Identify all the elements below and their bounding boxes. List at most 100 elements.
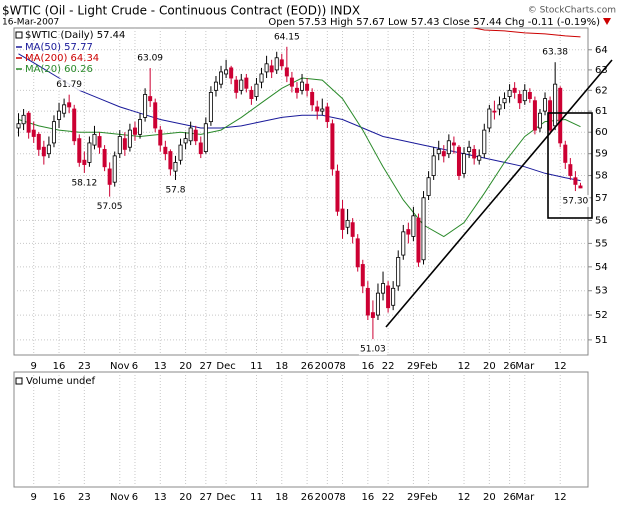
candle-body xyxy=(244,77,249,89)
candle-body xyxy=(132,127,137,135)
legend-label: $WTIC (Daily) 57.44 xyxy=(25,30,125,41)
x-tick-label: 12 xyxy=(458,492,471,503)
candle-body xyxy=(482,129,487,155)
volume-frame xyxy=(13,371,589,488)
annotation-box xyxy=(161,183,190,196)
candle-body xyxy=(107,168,112,185)
candle-body xyxy=(386,285,391,309)
x-tick-label: Dec xyxy=(216,361,235,372)
x-tick-label: 18 xyxy=(275,492,288,503)
annotation-label: 63.38 xyxy=(542,48,568,58)
y-tick-label: 62 xyxy=(595,85,608,96)
candle-body xyxy=(487,108,492,129)
candle-body xyxy=(112,155,117,183)
trend-line xyxy=(385,59,613,328)
candle-body xyxy=(122,138,127,150)
candle-body xyxy=(264,63,269,73)
candle-body xyxy=(563,144,568,163)
candle-body xyxy=(77,138,82,163)
candle-body xyxy=(239,79,244,91)
candle-body xyxy=(406,229,411,235)
candle-body xyxy=(158,129,163,146)
candle-body xyxy=(507,89,512,97)
volume-title: Volume undef xyxy=(26,376,96,387)
candle-body xyxy=(234,79,239,93)
annotation-label: 51.03 xyxy=(360,345,386,355)
candle-body xyxy=(330,123,335,170)
candle-body xyxy=(72,108,77,142)
candle-body xyxy=(168,151,173,170)
candle-body xyxy=(300,81,305,91)
candle-body xyxy=(370,312,375,318)
x-tick-label: Feb xyxy=(420,492,438,503)
candle-body xyxy=(92,133,97,146)
x-tick-label: 20 xyxy=(179,361,192,372)
candle-body xyxy=(31,129,36,137)
y-tick-label: 51 xyxy=(595,335,608,346)
candle-body xyxy=(284,67,289,77)
x-tick-label: 8 xyxy=(339,361,345,372)
candle-body xyxy=(41,146,46,157)
x-tick-label: 27 xyxy=(199,492,212,503)
candle-body xyxy=(57,110,62,120)
candle-body xyxy=(492,110,497,113)
candle-body xyxy=(173,161,178,172)
candle-body xyxy=(249,89,254,100)
candle-body xyxy=(345,219,350,228)
x-tick-label: Nov xyxy=(110,492,130,503)
annotation-label: 57.30 xyxy=(563,197,589,207)
y-tick-label: 61 xyxy=(595,106,608,117)
annotation-label: 63.09 xyxy=(137,54,163,64)
x-tick-label: 20 xyxy=(483,492,496,503)
candle-body xyxy=(203,123,208,152)
candle-body xyxy=(365,287,370,316)
x-tick-label: 23 xyxy=(78,492,91,503)
x-tick-label: 2007 xyxy=(315,492,340,503)
candle-body xyxy=(46,144,51,155)
y-tick-label: 52 xyxy=(595,310,608,321)
candle-body xyxy=(517,94,522,104)
annotation-box xyxy=(136,52,165,65)
candle-body xyxy=(269,65,274,73)
chart-title: $WTIC (Oil - Light Crude - Continuous Co… xyxy=(2,4,360,18)
x-tick-label: Nov xyxy=(110,361,130,372)
candle-body xyxy=(426,177,431,196)
candle-body xyxy=(558,87,563,144)
candle-body xyxy=(421,197,426,261)
y-tick-label: 53 xyxy=(595,286,608,297)
candle-body xyxy=(213,81,218,91)
x-tick-label: 6 xyxy=(132,492,138,503)
candle-body xyxy=(229,67,234,79)
annotation-box xyxy=(358,343,387,356)
y-tick-label: 60 xyxy=(595,127,608,138)
candle-body xyxy=(497,104,502,110)
candle-body xyxy=(335,170,340,212)
candle-body xyxy=(381,283,386,294)
candle-body xyxy=(208,92,213,123)
candle-body xyxy=(183,138,188,144)
annotation-label: 64.15 xyxy=(274,32,300,42)
date: 16-Mar-2007 xyxy=(2,18,59,28)
candle-body xyxy=(36,133,41,150)
x-tick-label: 20 xyxy=(179,492,192,503)
annotation-box xyxy=(541,46,570,59)
candle-body xyxy=(62,104,67,114)
candle-body xyxy=(153,102,158,129)
candle-body xyxy=(401,231,406,256)
quote: Open 57.53 High 57.67 Low 57.43 Close 57… xyxy=(268,17,600,28)
candle-body xyxy=(416,217,421,263)
y-tick-label: 57 xyxy=(595,193,608,204)
y-tick-label: 59 xyxy=(595,149,608,160)
candle-body xyxy=(51,121,56,144)
candle-body xyxy=(198,142,203,155)
candle-body xyxy=(289,77,294,87)
candle-body xyxy=(16,123,21,129)
legend-label: MA(20) 60.26 xyxy=(25,64,93,75)
plot-layer: 51 52 53 54 55 56 57 58 59 60 61 62 63 64 9 9 16 16 23 23 No… xyxy=(14,28,608,503)
candle-body xyxy=(82,159,87,165)
candle-body xyxy=(527,92,532,100)
candle-body xyxy=(548,100,553,131)
x-tick-label: 22 xyxy=(382,361,395,372)
x-tick-label: 9 xyxy=(31,361,37,372)
legend-swatch xyxy=(15,31,23,39)
